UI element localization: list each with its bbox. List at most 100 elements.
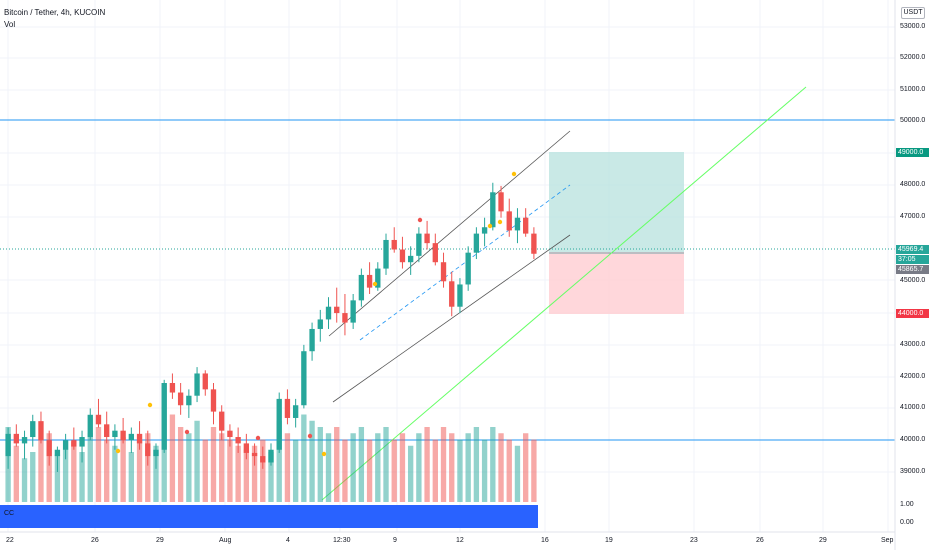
volume-bar: [120, 437, 126, 502]
price-tick-label: 52000.0: [900, 54, 926, 61]
volume-bar: [523, 433, 529, 502]
volume-bar: [358, 427, 365, 502]
volume-bar: [424, 427, 430, 502]
candle-body: [186, 395, 192, 406]
volume-bar: [375, 433, 381, 502]
price-tick-label: 41000.0: [900, 404, 926, 411]
volume-bar: [243, 449, 250, 502]
candle-body: [46, 440, 52, 457]
signal-dot: [511, 171, 517, 177]
volume-bar: [235, 445, 241, 502]
candle-body: [309, 328, 315, 352]
candle-body: [120, 430, 126, 441]
volume-bar: [416, 433, 422, 502]
candle-body: [210, 389, 217, 412]
long-trend-line[interactable]: [321, 86, 807, 501]
volume-bar: [432, 439, 438, 502]
channel-mid-line[interactable]: [359, 184, 571, 341]
candle-body: [498, 192, 504, 212]
volume-bar: [514, 445, 521, 502]
time-tick-label: 12:30: [333, 537, 351, 544]
time-tick-label: 26: [91, 537, 99, 544]
candle-body: [334, 306, 340, 314]
candle-body: [71, 440, 77, 447]
candle-body: [21, 437, 28, 444]
volume-bar: [531, 439, 537, 502]
candle-body: [523, 217, 529, 234]
time-tick-label: 9: [393, 537, 397, 544]
volume-label: Vol: [4, 20, 16, 29]
target-profit-zone[interactable]: [549, 152, 684, 252]
volume-bar: [260, 439, 266, 502]
candle-body: [465, 252, 471, 285]
current-price-tag: 45969.4: [896, 245, 929, 254]
volume-bar: [465, 433, 471, 502]
volume-bar: [145, 433, 151, 502]
volume-bar: [79, 452, 85, 502]
signal-dot: [417, 217, 423, 223]
candle-body: [325, 306, 332, 320]
volume-bar: [46, 433, 52, 502]
price-tick-label: 50000.0: [900, 117, 926, 124]
candle-body: [177, 392, 184, 406]
candle-body: [276, 398, 282, 450]
volume-bar: [276, 420, 282, 502]
price-tick-label: 40000.0: [900, 436, 926, 443]
signal-dot: [115, 448, 121, 454]
time-tick-label: 23: [690, 537, 698, 544]
time-tick-label: 22: [6, 537, 14, 544]
time-tick-label: 4: [286, 537, 290, 544]
channel-lower-line[interactable]: [332, 234, 571, 403]
price-tick-label: 48000.0: [900, 181, 926, 188]
indicator-bar[interactable]: [0, 505, 538, 528]
volume-bar: [440, 427, 447, 502]
time-tick-label: 12: [456, 537, 464, 544]
candle-body: [112, 430, 118, 438]
volume-bar: [506, 439, 512, 502]
candle-body: [235, 437, 241, 444]
time-tick-label: 29: [156, 537, 164, 544]
candle-body: [383, 239, 389, 269]
candle-body: [424, 233, 430, 244]
candle-body: [391, 239, 397, 250]
currency-button[interactable]: USDT: [901, 7, 925, 19]
candle-body: [514, 217, 521, 231]
symbol-title[interactable]: Bitcoin / Tether, 4h, KUCOIN: [4, 8, 106, 17]
volume-bar: [317, 427, 323, 502]
volume-bar: [186, 433, 192, 502]
channel-upper-line[interactable]: [328, 130, 571, 337]
volume-bar: [21, 458, 28, 502]
volume-bar: [334, 427, 340, 502]
time-tick-label: Aug: [219, 537, 232, 544]
candle-body: [350, 300, 356, 323]
volume-bar: [153, 445, 159, 502]
candle-body: [243, 443, 250, 453]
candle-body: [292, 405, 299, 418]
volume-bar: [251, 445, 258, 502]
candle-body: [399, 249, 406, 263]
stop-price-tag: 44000.0: [896, 309, 929, 318]
indicator-tick-label: 0.00: [900, 519, 914, 526]
signal-dot: [307, 433, 313, 439]
stop-loss-zone[interactable]: [549, 254, 684, 314]
volume-bar: [481, 439, 488, 502]
volume-bar: [350, 433, 356, 502]
volume-bar: [227, 439, 233, 502]
candle-body: [251, 452, 258, 457]
candle-body: [260, 456, 266, 463]
candle-body: [440, 262, 447, 282]
candle-body: [481, 227, 488, 234]
signal-dot: [255, 435, 261, 441]
price-tick-label: 45000.0: [900, 277, 926, 284]
time-tick-label: 29: [819, 537, 827, 544]
candle-body: [128, 433, 135, 441]
price-tick-label: 53000.0: [900, 23, 926, 30]
candle-body: [145, 443, 151, 457]
candle-body: [169, 383, 176, 393]
candle-body: [375, 268, 381, 288]
volume-bar: [457, 439, 463, 502]
candle-body: [301, 351, 307, 406]
candle-body: [490, 192, 496, 228]
candle-body: [30, 421, 36, 438]
